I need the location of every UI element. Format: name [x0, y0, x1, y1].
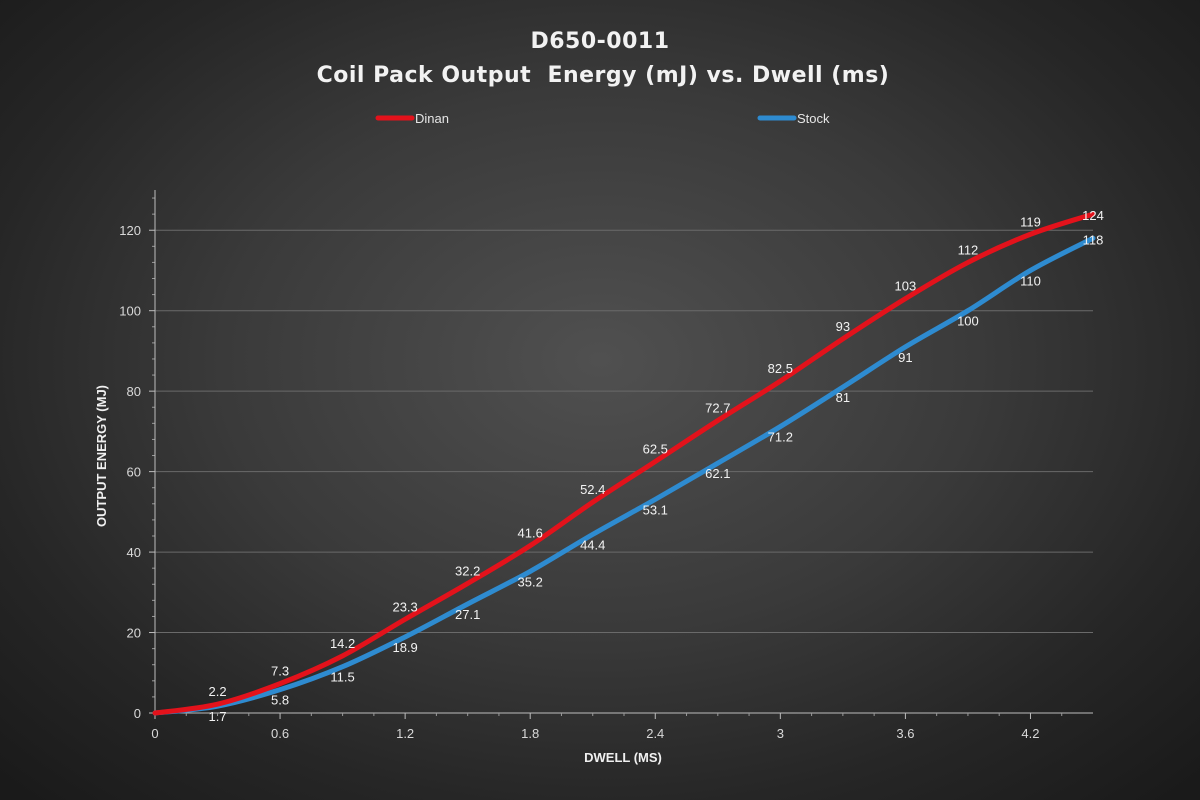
x-tick-label: 1.2 [396, 726, 414, 741]
data-label-stock: 118 [1083, 232, 1104, 247]
data-label-stock: 1.7 [208, 709, 226, 724]
y-tick-label: 80 [127, 384, 141, 399]
data-label-dinan: 7.3 [271, 664, 289, 679]
x-tick-label: 3.6 [896, 726, 914, 741]
y-axis-title: OUTPUT ENERGY (MJ) [94, 385, 109, 527]
data-label-dinan: 62.5 [643, 442, 668, 457]
series-line-stock [152, 235, 1096, 716]
x-tick-label: 1.8 [521, 726, 539, 741]
chart-subtitle: Coil Pack Output Energy (mJ) vs. Dwell (… [317, 63, 890, 88]
x-tick-label: 0 [151, 726, 158, 741]
data-label-stock: 100 [957, 314, 979, 329]
data-label-dinan: 112 [958, 242, 979, 257]
data-label-stock: 53.1 [643, 502, 668, 517]
chart-title: D650-0011 [530, 29, 669, 54]
legend: Dinan Stock [375, 111, 830, 126]
y-tick-label: 40 [127, 545, 141, 560]
legend-label-dinan: Dinan [415, 111, 449, 126]
data-label-stock: 110 [1020, 273, 1041, 288]
series-group [152, 211, 1096, 716]
data-label-stock: 91 [898, 350, 912, 365]
data-label-stock: 5.8 [271, 693, 289, 708]
x-tick-label: 2.4 [646, 726, 664, 741]
data-label-stock: 27.1 [455, 607, 480, 622]
x-tick-label: 3 [777, 726, 784, 741]
data-label-stock: 71.2 [768, 430, 793, 445]
y-tick-label: 120 [119, 223, 141, 238]
data-label-dinan: 82.5 [768, 361, 793, 376]
data-label-dinan: 41.6 [518, 526, 543, 541]
axes: 0 20 40 60 80 100 120 0 0.6 1.2 1.8 2.4 3 3.6 4.2 [119, 190, 1093, 741]
legend-label-stock: Stock [797, 111, 830, 126]
series-line-dinan [152, 211, 1096, 716]
y-tick-label: 0 [134, 706, 141, 721]
y-tick-label: 60 [127, 465, 141, 480]
data-label-dinan: 52.4 [580, 482, 605, 497]
data-label-dinan: 124 [1082, 208, 1104, 223]
grid-lines [155, 229, 1093, 634]
x-tick-label: 0.6 [271, 726, 289, 741]
x-tick-label: 4.2 [1021, 726, 1039, 741]
data-label-dinan: 2.2 [208, 684, 226, 699]
data-label-dinan: 14.2 [330, 636, 355, 651]
data-label-stock: 18.9 [392, 640, 417, 655]
y-tick-label: 100 [119, 304, 141, 319]
x-axis-title: DWELL (MS) [584, 750, 662, 765]
data-label-dinan: 103 [895, 279, 917, 294]
data-label-dinan: 32.2 [455, 563, 480, 578]
data-labels: 2.2 7.3 14.2 23.3 32.2 41.6 52.4 62.5 72.7 82.5 93… [208, 208, 1103, 724]
data-label-stock: 81 [836, 390, 850, 405]
data-label-stock: 35.2 [518, 574, 543, 589]
data-label-dinan: 72.7 [705, 401, 730, 416]
data-label-stock: 62.1 [705, 466, 730, 481]
data-label-stock: 44.4 [580, 537, 605, 552]
data-label-dinan: 119 [1020, 214, 1041, 229]
y-tick-label: 20 [127, 626, 141, 641]
data-label-stock: 11.5 [330, 670, 354, 685]
data-label-dinan: 23.3 [392, 599, 417, 614]
data-label-dinan: 93 [836, 319, 850, 334]
